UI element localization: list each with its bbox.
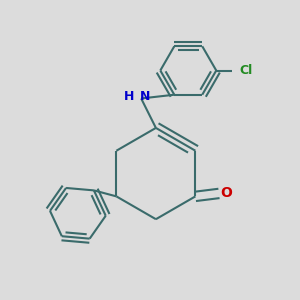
Text: Cl: Cl — [240, 64, 253, 77]
Text: H: H — [123, 91, 134, 103]
Text: O: O — [220, 186, 232, 200]
Text: N: N — [140, 91, 150, 103]
